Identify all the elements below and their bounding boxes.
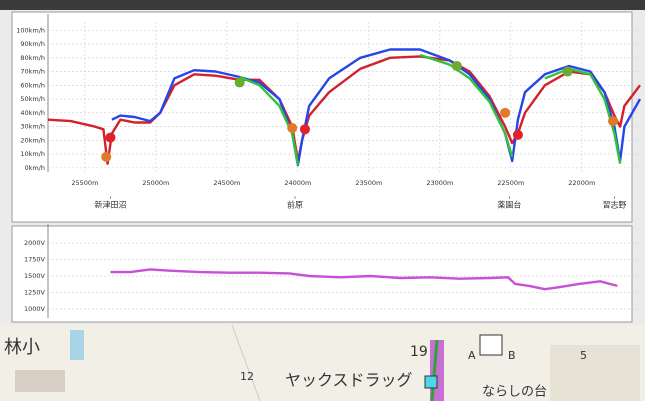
voltage-panel	[12, 226, 632, 322]
marker	[452, 61, 462, 71]
bezel	[0, 0, 645, 10]
y-tick-label: 60km/h	[20, 81, 45, 89]
station-label: 新津田沼	[94, 200, 126, 210]
y-tick-label: 2000V	[24, 239, 46, 247]
map-water	[70, 330, 84, 360]
map-label: B	[508, 349, 516, 362]
map-label: 林小	[4, 337, 40, 358]
map-building	[15, 370, 65, 392]
marker	[235, 78, 245, 88]
y-tick-label: 100km/h	[16, 26, 45, 34]
map-label: 19	[410, 344, 428, 360]
x-tick-label: 22000m	[568, 179, 595, 187]
marker	[300, 124, 310, 134]
y-tick-label: 40km/h	[20, 109, 45, 117]
marker	[513, 130, 523, 140]
y-tick-label: 1250V	[24, 289, 46, 297]
map-icon	[425, 376, 437, 388]
map-icon	[480, 335, 502, 355]
x-tick-label: 23000m	[426, 179, 453, 187]
map-label: 12	[240, 370, 254, 383]
marker	[105, 133, 115, 143]
speed-panel	[12, 12, 632, 222]
marker	[500, 108, 510, 118]
station-label: 前原	[287, 200, 303, 210]
map-block	[550, 345, 640, 401]
map-label: A	[468, 349, 476, 362]
x-tick-label: 23500m	[355, 179, 382, 187]
y-tick-label: 30km/h	[20, 123, 45, 131]
station-label: 習志野	[602, 200, 626, 210]
marker	[287, 123, 297, 133]
y-tick-label: 1500V	[24, 272, 46, 280]
marker	[608, 116, 618, 126]
station-label: 薬園台	[497, 200, 521, 210]
y-tick-label: 70km/h	[20, 68, 45, 76]
map-label: ヤックスドラッグ	[285, 371, 413, 390]
map	[0, 325, 645, 401]
map-label: 5	[580, 349, 587, 362]
y-tick-label: 20km/h	[20, 136, 45, 144]
x-tick-label: 25000m	[142, 179, 169, 187]
y-tick-label: 90km/h	[20, 40, 45, 48]
y-tick-label: 1000V	[24, 305, 46, 313]
screen: 0km/h 10km/h 20km/h 30km/h 40km/h 50km/h 60km/…	[0, 0, 645, 401]
map-label: ならしの台	[482, 385, 547, 400]
x-tick-label: 24500m	[213, 179, 240, 187]
y-tick-label: 80km/h	[20, 54, 45, 62]
x-tick-label: 22500m	[497, 179, 524, 187]
x-tick-label: 24000m	[284, 179, 311, 187]
y-tick-label: 10km/h	[20, 150, 45, 158]
marker	[101, 152, 111, 162]
y-tick-label: 50km/h	[20, 95, 45, 103]
y-tick-label: 1750V	[24, 256, 46, 264]
marker	[563, 67, 573, 77]
x-tick-label: 25500m	[71, 179, 98, 187]
y-tick-label: 0km/h	[24, 164, 45, 172]
